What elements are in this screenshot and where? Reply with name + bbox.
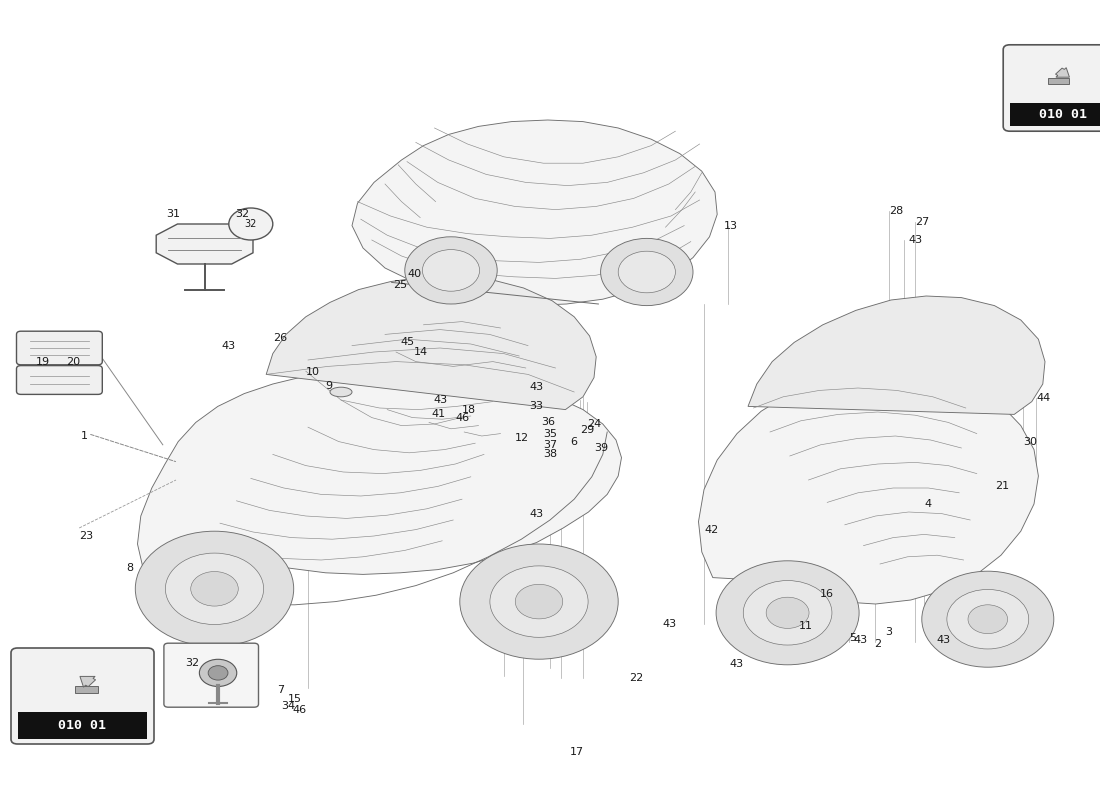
Text: 43: 43 <box>663 619 676 629</box>
Text: 40: 40 <box>407 269 421 278</box>
Circle shape <box>601 238 693 306</box>
Bar <box>1048 78 1069 84</box>
Circle shape <box>618 251 675 293</box>
Text: 22: 22 <box>629 674 644 683</box>
Text: 37: 37 <box>543 440 558 450</box>
Circle shape <box>744 581 832 645</box>
Circle shape <box>716 561 859 665</box>
Text: 28: 28 <box>889 206 903 216</box>
FancyBboxPatch shape <box>1003 45 1100 131</box>
Text: 8: 8 <box>126 563 133 573</box>
Circle shape <box>947 590 1028 649</box>
Text: 33: 33 <box>529 402 543 411</box>
Text: 16: 16 <box>820 589 834 598</box>
FancyBboxPatch shape <box>16 366 102 394</box>
Circle shape <box>490 566 588 638</box>
Text: 35: 35 <box>543 430 558 439</box>
Text: 010 01: 010 01 <box>58 719 107 732</box>
Text: 7: 7 <box>277 685 284 694</box>
Polygon shape <box>698 370 1038 604</box>
Text: 43: 43 <box>530 509 543 518</box>
Circle shape <box>208 666 228 680</box>
Circle shape <box>229 208 273 240</box>
Text: 43: 43 <box>909 235 922 245</box>
Text: 15: 15 <box>288 694 302 704</box>
Text: 39: 39 <box>594 443 608 453</box>
Text: 2: 2 <box>874 639 881 649</box>
Ellipse shape <box>330 387 352 397</box>
Text: 46: 46 <box>455 413 469 422</box>
Text: 38: 38 <box>543 450 558 459</box>
Bar <box>1010 102 1100 126</box>
Text: 41: 41 <box>431 410 446 419</box>
FancyBboxPatch shape <box>16 331 102 365</box>
Text: 32: 32 <box>235 210 249 219</box>
Bar <box>75 686 98 693</box>
Text: 11: 11 <box>799 621 813 630</box>
Text: 43: 43 <box>433 395 447 405</box>
Polygon shape <box>748 296 1045 414</box>
Text: 21: 21 <box>996 482 1010 491</box>
Text: 17: 17 <box>570 747 583 757</box>
Text: 26: 26 <box>273 333 287 342</box>
FancyArrow shape <box>1056 68 1069 77</box>
Bar <box>18 713 147 739</box>
Text: 23: 23 <box>79 531 94 541</box>
Text: 43: 43 <box>854 635 867 645</box>
Text: 27: 27 <box>915 218 930 227</box>
Circle shape <box>515 584 563 619</box>
FancyArrow shape <box>80 677 96 687</box>
Text: 9: 9 <box>326 381 332 390</box>
Text: 24: 24 <box>587 419 602 429</box>
FancyBboxPatch shape <box>164 643 258 707</box>
Text: 44: 44 <box>1036 394 1050 403</box>
Text: 43: 43 <box>530 382 543 392</box>
Circle shape <box>405 237 497 304</box>
Text: 43: 43 <box>222 341 235 350</box>
Text: 19: 19 <box>36 357 51 366</box>
Text: 46: 46 <box>293 706 306 715</box>
Text: 1: 1 <box>81 431 88 441</box>
Text: 43: 43 <box>937 635 950 645</box>
Text: 6: 6 <box>570 437 576 446</box>
Text: 3: 3 <box>886 627 892 637</box>
Text: 42: 42 <box>704 525 718 534</box>
Circle shape <box>766 597 810 629</box>
Text: 29: 29 <box>580 426 594 435</box>
Circle shape <box>199 659 236 686</box>
Text: 32: 32 <box>244 219 257 229</box>
Polygon shape <box>156 224 253 264</box>
Text: 13: 13 <box>724 221 738 230</box>
Polygon shape <box>138 372 622 574</box>
Text: 34: 34 <box>282 701 296 710</box>
Text: 4: 4 <box>924 499 931 509</box>
Text: 31: 31 <box>166 210 180 219</box>
Text: 25: 25 <box>393 280 407 290</box>
FancyBboxPatch shape <box>11 648 154 744</box>
Text: 20: 20 <box>66 357 80 366</box>
Circle shape <box>422 250 480 291</box>
Text: 30: 30 <box>1023 437 1037 446</box>
Polygon shape <box>352 120 717 306</box>
Text: 10: 10 <box>306 367 320 377</box>
Circle shape <box>165 553 264 625</box>
Polygon shape <box>266 277 596 410</box>
Text: 45: 45 <box>400 338 415 347</box>
Text: 36: 36 <box>541 418 556 427</box>
Text: 18: 18 <box>462 405 476 414</box>
Circle shape <box>460 544 618 659</box>
Circle shape <box>968 605 1008 634</box>
Text: 12: 12 <box>515 434 529 443</box>
Circle shape <box>190 571 239 606</box>
Text: 5: 5 <box>849 634 856 643</box>
Text: 32: 32 <box>186 658 199 667</box>
Circle shape <box>135 531 294 646</box>
Circle shape <box>922 571 1054 667</box>
Text: 14: 14 <box>414 347 428 357</box>
Text: 010 01: 010 01 <box>1038 108 1087 121</box>
Text: 43: 43 <box>730 659 744 669</box>
